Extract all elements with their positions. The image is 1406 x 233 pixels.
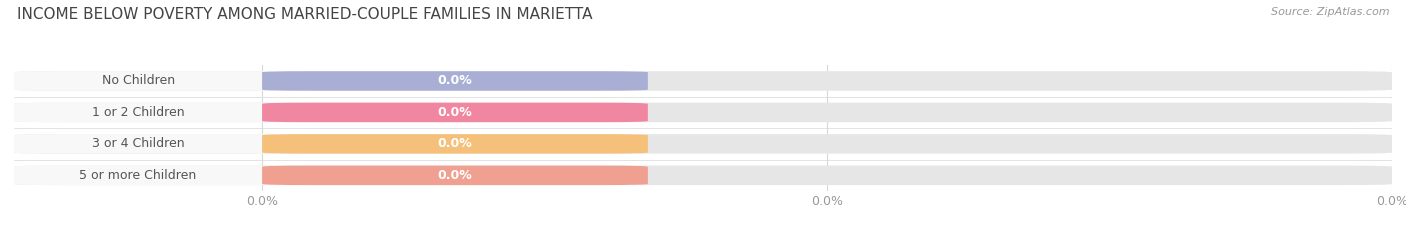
Text: 0.0%: 0.0%: [437, 75, 472, 87]
Text: No Children: No Children: [101, 75, 174, 87]
Text: 0.0%: 0.0%: [437, 169, 472, 182]
FancyBboxPatch shape: [14, 134, 648, 154]
FancyBboxPatch shape: [14, 134, 1392, 154]
Text: 1 or 2 Children: 1 or 2 Children: [91, 106, 184, 119]
Text: INCOME BELOW POVERTY AMONG MARRIED-COUPLE FAMILIES IN MARIETTA: INCOME BELOW POVERTY AMONG MARRIED-COUPL…: [17, 7, 592, 22]
FancyBboxPatch shape: [14, 103, 648, 122]
FancyBboxPatch shape: [262, 103, 648, 122]
FancyBboxPatch shape: [14, 71, 648, 91]
Text: 0.0%: 0.0%: [437, 137, 472, 150]
FancyBboxPatch shape: [14, 103, 1392, 122]
FancyBboxPatch shape: [262, 71, 648, 91]
FancyBboxPatch shape: [262, 134, 648, 154]
Text: 5 or more Children: 5 or more Children: [80, 169, 197, 182]
Text: Source: ZipAtlas.com: Source: ZipAtlas.com: [1271, 7, 1389, 17]
Text: 0.0%: 0.0%: [437, 106, 472, 119]
FancyBboxPatch shape: [14, 166, 1392, 185]
Text: 3 or 4 Children: 3 or 4 Children: [91, 137, 184, 150]
FancyBboxPatch shape: [262, 166, 648, 185]
FancyBboxPatch shape: [14, 71, 1392, 91]
FancyBboxPatch shape: [14, 166, 648, 185]
